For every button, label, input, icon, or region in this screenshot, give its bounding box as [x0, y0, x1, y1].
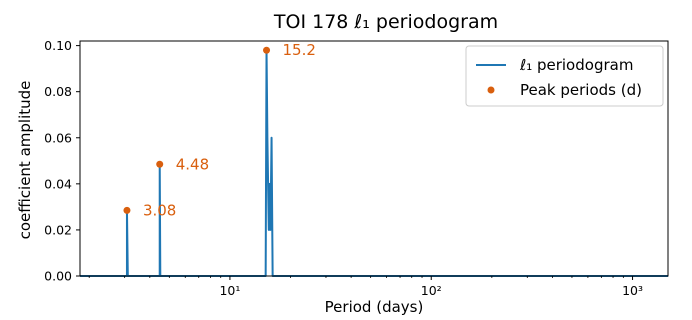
plot-area: 3.08 4.48 15.2 0.00 0.02 0.04 0.06 0.08 0.10 10¹ 1…	[44, 38, 669, 298]
peak-annotation: 15.2	[283, 41, 316, 59]
legend: ℓ₁ periodogram Peak periods (d)	[465, 45, 664, 107]
y-tick-label: 0.10	[44, 38, 72, 53]
axes-frame	[79, 40, 669, 277]
legend-label-periodogram: ℓ₁ periodogram	[519, 56, 633, 74]
peak-point	[123, 206, 131, 214]
peak-point	[263, 46, 271, 54]
legend-box	[465, 45, 664, 107]
y-tick-label: 0.02	[44, 222, 72, 237]
y-tick-label: 0.08	[44, 84, 72, 99]
peak-annotation: 4.48	[176, 155, 209, 173]
x-tick-label: 10²	[421, 283, 442, 298]
y-tick-label: 0.00	[44, 269, 72, 284]
y-tick-label: 0.06	[44, 130, 72, 145]
legend-marker-swatch	[487, 86, 495, 94]
chart-title: TOI 178 ℓ₁ periodogram	[273, 11, 498, 33]
x-tick-label: 10¹	[219, 283, 240, 298]
y-axis-label: coefficient amplitude	[16, 81, 34, 240]
peak-annotation: 3.08	[143, 201, 176, 219]
x-axis-label: Period (days)	[325, 298, 424, 316]
legend-label-peaks: Peak periods (d)	[520, 81, 642, 99]
peak-point	[156, 160, 164, 168]
x-tick-label: 10³	[622, 283, 643, 298]
y-tick-label: 0.04	[44, 176, 72, 191]
